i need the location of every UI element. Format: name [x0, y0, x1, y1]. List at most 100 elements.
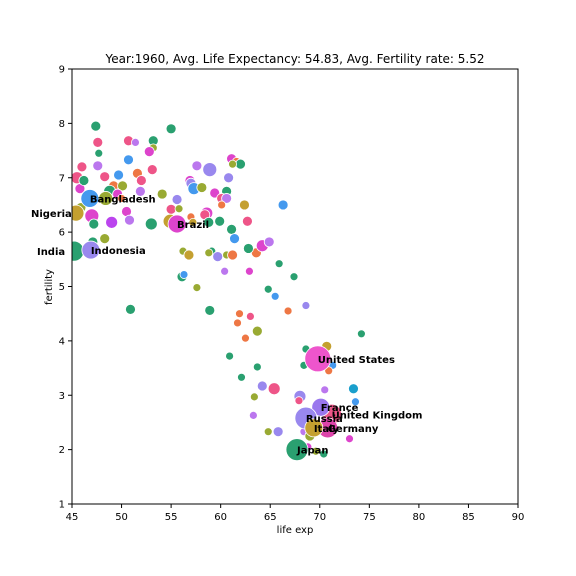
- data-point: [123, 154, 134, 166]
- data-point: [76, 161, 88, 173]
- data-point: [263, 427, 273, 437]
- data-point: [311, 446, 321, 456]
- y-tick-label: 6: [59, 228, 65, 239]
- data-point: [105, 215, 119, 229]
- data-point: [256, 380, 268, 392]
- data-point: [203, 216, 215, 228]
- data-point: [174, 204, 184, 214]
- data-point: [183, 249, 195, 261]
- data-point: [243, 243, 254, 254]
- data-point: [214, 215, 226, 227]
- data-point: [113, 169, 124, 181]
- x-tick-label: 85: [462, 512, 475, 523]
- x-tick-label: 70: [313, 512, 326, 523]
- data-point: [289, 272, 299, 282]
- data-point: [144, 217, 158, 231]
- data-point: [196, 182, 208, 193]
- y-tick-label: 2: [59, 445, 65, 456]
- x-tick-label: 90: [512, 512, 525, 523]
- data-point: [348, 383, 359, 395]
- x-tick-label: 55: [165, 512, 178, 523]
- data-point: [165, 203, 177, 215]
- data-point: [245, 266, 254, 276]
- data-point: [212, 251, 224, 262]
- data-point: [233, 318, 242, 328]
- data-point: [165, 123, 177, 135]
- data-point: [188, 217, 198, 227]
- data-point: [220, 266, 230, 276]
- data-point: [263, 236, 275, 248]
- data-point: [204, 248, 214, 258]
- data-point: [125, 303, 136, 315]
- x-tick-label: 80: [413, 512, 426, 523]
- data-point: [92, 160, 104, 172]
- data-point: [135, 175, 147, 186]
- country-label-japan: Japan: [296, 446, 329, 457]
- data-point-united-states: [304, 345, 332, 373]
- data-point: [99, 233, 111, 245]
- data-point: [301, 301, 311, 310]
- data-point: [357, 329, 366, 339]
- data-point: [117, 194, 126, 203]
- data-point: [320, 385, 330, 395]
- data-point: [192, 283, 202, 292]
- y-tick-label: 4: [59, 336, 65, 347]
- data-point: [88, 218, 100, 230]
- data-point-india: [72, 240, 85, 262]
- y-tick-label: 1: [59, 500, 65, 511]
- data-point-bangladesh: [80, 189, 100, 208]
- data-point: [351, 397, 360, 407]
- y-axis-label: fertility: [44, 269, 55, 305]
- data-point: [239, 199, 250, 211]
- data-point-france: [311, 397, 331, 417]
- x-axis-label: life exp: [277, 525, 314, 536]
- y-tick-label: 3: [59, 391, 65, 402]
- data-point: [248, 410, 258, 420]
- data-point: [263, 284, 273, 294]
- data-point: [251, 325, 263, 337]
- data-point: [78, 175, 90, 186]
- data-point: [270, 291, 280, 301]
- data-point: [228, 159, 237, 169]
- country-label-united-states: United States: [318, 355, 395, 366]
- data-point: [345, 434, 354, 444]
- y-tick-label: 9: [59, 65, 65, 76]
- data-point: [267, 382, 281, 396]
- data-point: [117, 180, 128, 192]
- data-point: [217, 200, 227, 210]
- data-point: [191, 160, 203, 172]
- country-label-united-kingdom: United Kingdom: [332, 410, 423, 421]
- data-point: [92, 137, 104, 148]
- y-tick-label: 7: [59, 173, 65, 184]
- data-point-nigeria: [72, 204, 85, 222]
- data-point: [252, 362, 262, 372]
- data-point-italy: [304, 418, 324, 438]
- data-point: [274, 259, 284, 269]
- data-point: [221, 193, 233, 204]
- country-labels: United States United KingdomFranceRussiaG…: [31, 194, 422, 456]
- data-point: [202, 162, 218, 177]
- chart-marks: [72, 120, 366, 462]
- data-point: [99, 171, 111, 183]
- chart-title: Year:1960, Avg. Life Expectancy: 54.83, …: [104, 52, 484, 66]
- data-point-indonesia: [81, 240, 101, 260]
- country-label-italy: Italy: [314, 424, 340, 435]
- data-point: [283, 306, 293, 316]
- data-point: [223, 172, 234, 184]
- data-point: [156, 188, 168, 200]
- data-point: [179, 270, 189, 279]
- country-label-brazil: Brazil: [177, 220, 209, 231]
- data-point: [242, 215, 253, 227]
- data-point: [272, 426, 284, 438]
- data-point-japan: [285, 438, 309, 462]
- data-point: [143, 146, 155, 158]
- data-point: [131, 138, 140, 147]
- data-point: [245, 312, 255, 321]
- data-point: [225, 351, 234, 361]
- data-point-brazil: [167, 214, 187, 234]
- data-point: [277, 199, 289, 211]
- x-tick-label: 50: [115, 512, 128, 523]
- data-point: [229, 233, 240, 245]
- data-point: [204, 305, 216, 316]
- data-point: [226, 224, 237, 235]
